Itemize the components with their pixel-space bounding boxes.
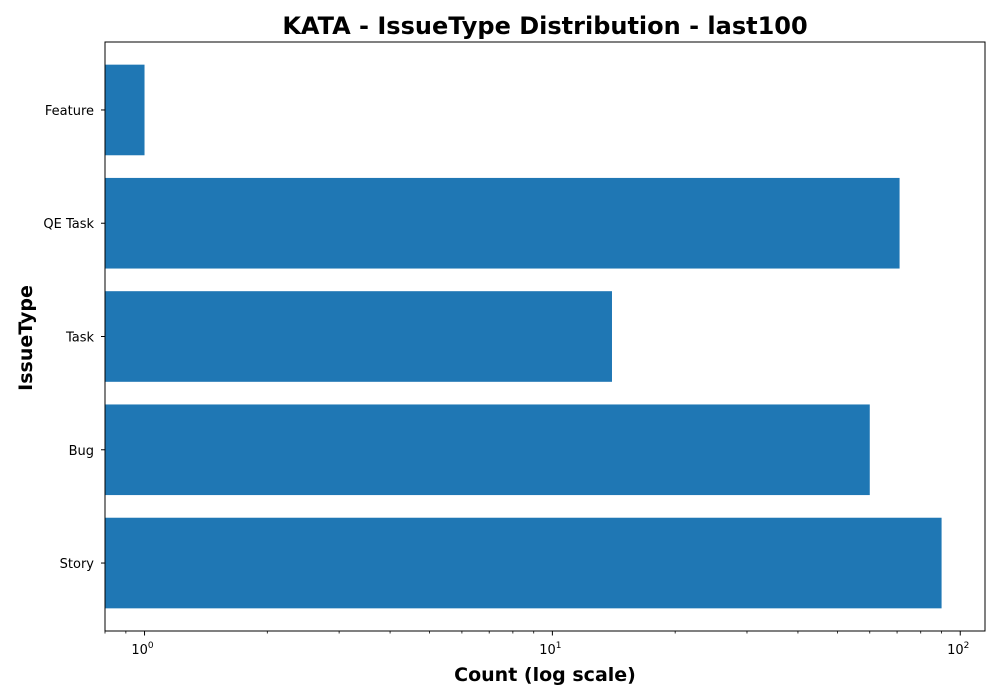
x-axis-label: Count (log scale) (454, 664, 636, 686)
bar-task (105, 291, 612, 382)
x-tick-label: 100 (131, 641, 154, 658)
y-tick-label: Feature (45, 104, 94, 119)
x-tick-label: 102 (947, 641, 969, 658)
y-axis-label: IssueType (15, 285, 37, 391)
bar-feature (105, 65, 145, 156)
bar-story (105, 518, 942, 609)
x-tick-label: 101 (539, 641, 561, 658)
bars-layer (105, 65, 942, 609)
chart-title: KATA - IssueType Distribution - last100 (282, 12, 807, 40)
y-tick-label: QE Task (43, 217, 94, 232)
y-tick-label: Bug (69, 444, 94, 459)
y-tick-label: Story (60, 557, 95, 572)
bar-bug (105, 404, 870, 495)
y-tick-label: Task (65, 331, 95, 346)
bar-qe-task (105, 178, 900, 269)
